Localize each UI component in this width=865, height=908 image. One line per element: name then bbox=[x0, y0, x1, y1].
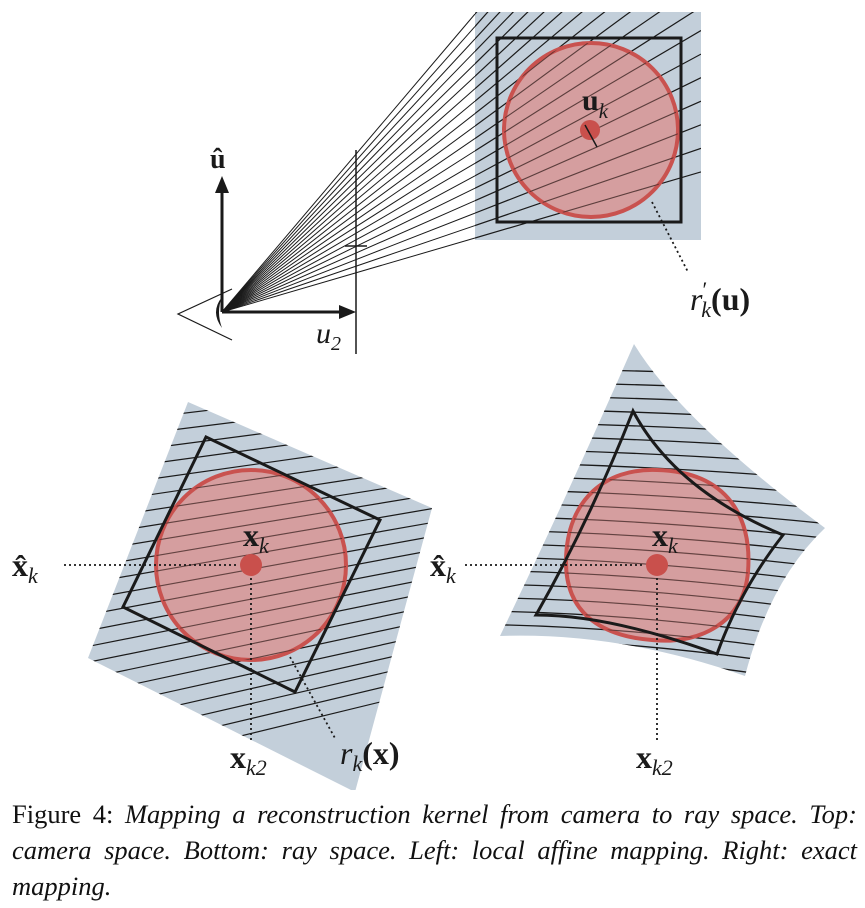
exact-hatch-line bbox=[565, 516, 749, 541]
affine-hatch-line bbox=[156, 587, 346, 660]
exact-hatch-line bbox=[480, 679, 840, 717]
camera-kernel-bbox bbox=[495, 36, 683, 224]
exact-hatch-line bbox=[480, 679, 840, 717]
ray-line bbox=[221, 150, 476, 313]
ray-line bbox=[221, 162, 476, 313]
exact-hatch-line bbox=[565, 583, 749, 614]
affine-hatch-line bbox=[60, 381, 450, 428]
ray-line bbox=[221, 75, 476, 313]
exact-ray-space-panel: x̂k xk xk2 bbox=[430, 344, 840, 780]
camera-space-panel: û u2 uk r′ k(u) bbox=[176, 0, 750, 355]
ray-hatch-line bbox=[475, 12, 515, 52]
caption-label: Figure 4: bbox=[12, 799, 114, 829]
figure-caption: Figure 4: Mapping a reconstruction kerne… bbox=[12, 796, 857, 904]
exact-hatch-line bbox=[500, 650, 825, 676]
ray-line bbox=[221, 187, 476, 313]
ray-line bbox=[221, 125, 476, 313]
u2-arrowhead bbox=[339, 305, 356, 319]
affine-hatch-line bbox=[156, 518, 346, 589]
ray-line bbox=[221, 38, 476, 313]
u-k-label: uk bbox=[582, 84, 609, 123]
ray-hatch-line bbox=[475, 12, 583, 102]
affine-hatch-line bbox=[60, 354, 450, 396]
affine-hatch-line bbox=[156, 560, 346, 637]
ray-line bbox=[221, 100, 476, 313]
ray-hatch-line bbox=[475, 12, 606, 115]
ray-line bbox=[221, 237, 476, 313]
affine-hatch-line bbox=[156, 546, 346, 621]
figure-diagram: û u2 uk r′ k(u) x̂k xk xk2 rk(x) bbox=[12, 0, 840, 790]
affine-hatch-line bbox=[156, 491, 346, 557]
affine-kernel-center bbox=[240, 554, 262, 576]
ray-hatch-line bbox=[475, 12, 478, 15]
ray-line bbox=[221, 200, 476, 313]
affine-hatch-line bbox=[156, 477, 346, 541]
ray-line bbox=[221, 175, 476, 313]
exact-hatch-line bbox=[565, 475, 749, 497]
exact-kernel-bbox bbox=[533, 407, 786, 656]
affine-hatch-line bbox=[60, 340, 450, 380]
affine-hatch-line bbox=[156, 470, 346, 525]
exact-hatch-line bbox=[565, 597, 749, 629]
ray-line bbox=[221, 88, 476, 313]
camera-ray-fan bbox=[221, 13, 476, 313]
ray-line bbox=[221, 138, 476, 313]
u2-label: u2 bbox=[316, 317, 341, 355]
exact-hatch-line bbox=[565, 489, 749, 511]
affine-hatch-line bbox=[60, 368, 450, 412]
u-hat-label: û bbox=[210, 144, 226, 175]
ray-line bbox=[221, 63, 476, 313]
x-hat-left-label: x̂k bbox=[12, 547, 39, 588]
ray-line bbox=[221, 50, 476, 313]
ray-hatch-line bbox=[475, 12, 563, 90]
x-hat-right-label: x̂k bbox=[430, 547, 457, 588]
exact-hatch-line bbox=[480, 665, 840, 701]
affine-hatch-line bbox=[156, 505, 346, 573]
exact-hatch-line bbox=[565, 610, 749, 641]
x-k-right-label: xk bbox=[652, 517, 679, 558]
exact-hatch-line bbox=[500, 367, 825, 379]
exact-hatch-line bbox=[565, 570, 749, 599]
affine-ray-space-panel: x̂k xk xk2 rk(x) bbox=[12, 340, 450, 790]
ray-hatch-line bbox=[475, 12, 529, 65]
affine-hatch-line bbox=[156, 470, 346, 509]
camera-kernel-center bbox=[580, 120, 600, 140]
affine-hatch-line bbox=[156, 601, 346, 660]
ray-line bbox=[221, 225, 476, 313]
r-prime-label: r′ k(u) bbox=[690, 277, 750, 322]
exact-hatch-line bbox=[565, 502, 749, 526]
caption-text: Mapping a reconstruction kernel from cam… bbox=[12, 799, 858, 901]
affine-hatch-line bbox=[60, 340, 450, 380]
exact-hatch-line bbox=[500, 664, 825, 676]
r-prime-leader bbox=[651, 201, 689, 273]
affine-kernel-bbox bbox=[120, 435, 383, 695]
ray-line bbox=[221, 26, 476, 313]
ray-line bbox=[221, 13, 476, 313]
x-k2-left-label: xk2 bbox=[230, 739, 267, 780]
u-hat-arrowhead bbox=[215, 176, 229, 193]
affine-hatch-line bbox=[60, 354, 450, 396]
exact-kernel-center bbox=[646, 554, 668, 576]
exact-hatch-line bbox=[565, 543, 749, 570]
affine-hatch-line bbox=[156, 574, 346, 653]
r-k-x-label: rk(x) bbox=[340, 735, 400, 776]
ray-hatch-line bbox=[475, 0, 701, 14]
x-k2-right-label: xk2 bbox=[636, 739, 673, 780]
ray-hatch-line bbox=[504, 43, 678, 127]
exact-hatch-line bbox=[565, 529, 749, 555]
ray-hatch-line bbox=[504, 43, 678, 139]
affine-hatch-line bbox=[156, 615, 346, 660]
ray-line bbox=[221, 212, 476, 313]
x-k-left-label: xk bbox=[243, 517, 270, 558]
ray-line bbox=[221, 113, 476, 313]
exact-hatch-line bbox=[480, 652, 840, 687]
affine-hatch-line bbox=[88, 402, 432, 413]
ray-hatch-line bbox=[504, 43, 678, 152]
eye-icon bbox=[176, 288, 233, 341]
affine-hatch-line bbox=[88, 402, 432, 429]
exact-hatch-line bbox=[480, 368, 840, 378]
ray-hatch-line bbox=[475, 12, 545, 77]
